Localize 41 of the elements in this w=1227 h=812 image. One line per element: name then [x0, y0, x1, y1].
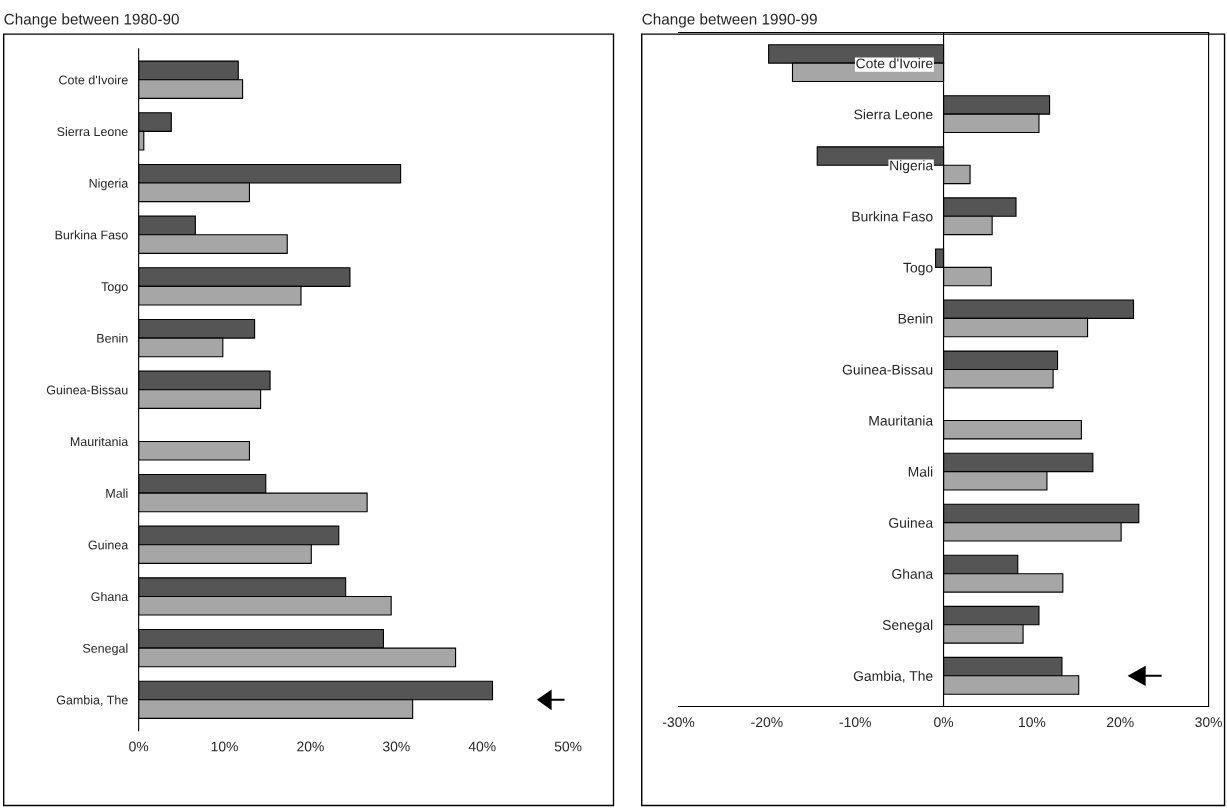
y-tick-label: Burkina Faso: [852, 211, 933, 222]
y-tick-label: Cote d'Ivoire: [856, 58, 933, 69]
y-tick-label: Nigeria: [890, 160, 934, 174]
chart-title: Change between 1980-90: [4, 13, 179, 28]
y-tick-label: Sierra Leone: [57, 126, 128, 137]
x-tick-label: -10%: [839, 717, 871, 728]
y-tick-label: Guinea-Bissau: [842, 364, 933, 375]
x-tick-label: -30%: [662, 717, 695, 728]
x-tick-label: 30%: [382, 741, 410, 752]
y-tick-label: Gambia, The: [853, 670, 933, 683]
y-tick-label: Sierra Leone: [854, 109, 933, 120]
y-tick-label: Mali: [106, 488, 128, 498]
x-tick-label: 10%: [1019, 717, 1046, 728]
x-tick-label: 20%: [1107, 717, 1134, 728]
x-tick-label: -20%: [751, 717, 783, 728]
y-tick-label: Ghana: [892, 568, 934, 579]
y-tick-label: Mali: [908, 466, 933, 477]
y-tick-label: Mauritania: [70, 436, 129, 447]
y-tick-label: Togo: [903, 262, 933, 276]
y-tick-label: Cote d'Ivoire: [59, 75, 128, 85]
y-tick-label: Nigeria: [89, 178, 129, 191]
x-tick-label: 30%: [1195, 717, 1222, 728]
x-tick-label: 50%: [554, 741, 582, 752]
y-tick-label: Senegal: [882, 619, 933, 633]
y-tick-label: Togo: [101, 282, 128, 294]
y-tick-label: Burkina Faso: [55, 230, 128, 240]
y-tick-label: Gambia, The: [56, 695, 128, 706]
y-tick-label: Guinea-Bissau: [46, 385, 128, 395]
x-tick-label: 10%: [211, 741, 238, 752]
y-tick-label: Mauritania: [869, 415, 934, 426]
x-tick-label: 0%: [129, 741, 149, 752]
x-tick-label: 40%: [468, 741, 496, 752]
chart-title: Change between 1990-99: [642, 13, 817, 28]
y-tick-label: Benin: [97, 333, 128, 343]
y-tick-label: Ghana: [91, 591, 129, 602]
y-tick-label: Benin: [898, 313, 933, 324]
y-tick-label: Senegal: [82, 643, 128, 656]
y-tick-label: Guinea: [88, 540, 129, 550]
x-tick-label: 20%: [297, 741, 324, 752]
y-tick-label: Guinea: [889, 517, 934, 528]
x-tick-label: 0%: [934, 717, 954, 728]
